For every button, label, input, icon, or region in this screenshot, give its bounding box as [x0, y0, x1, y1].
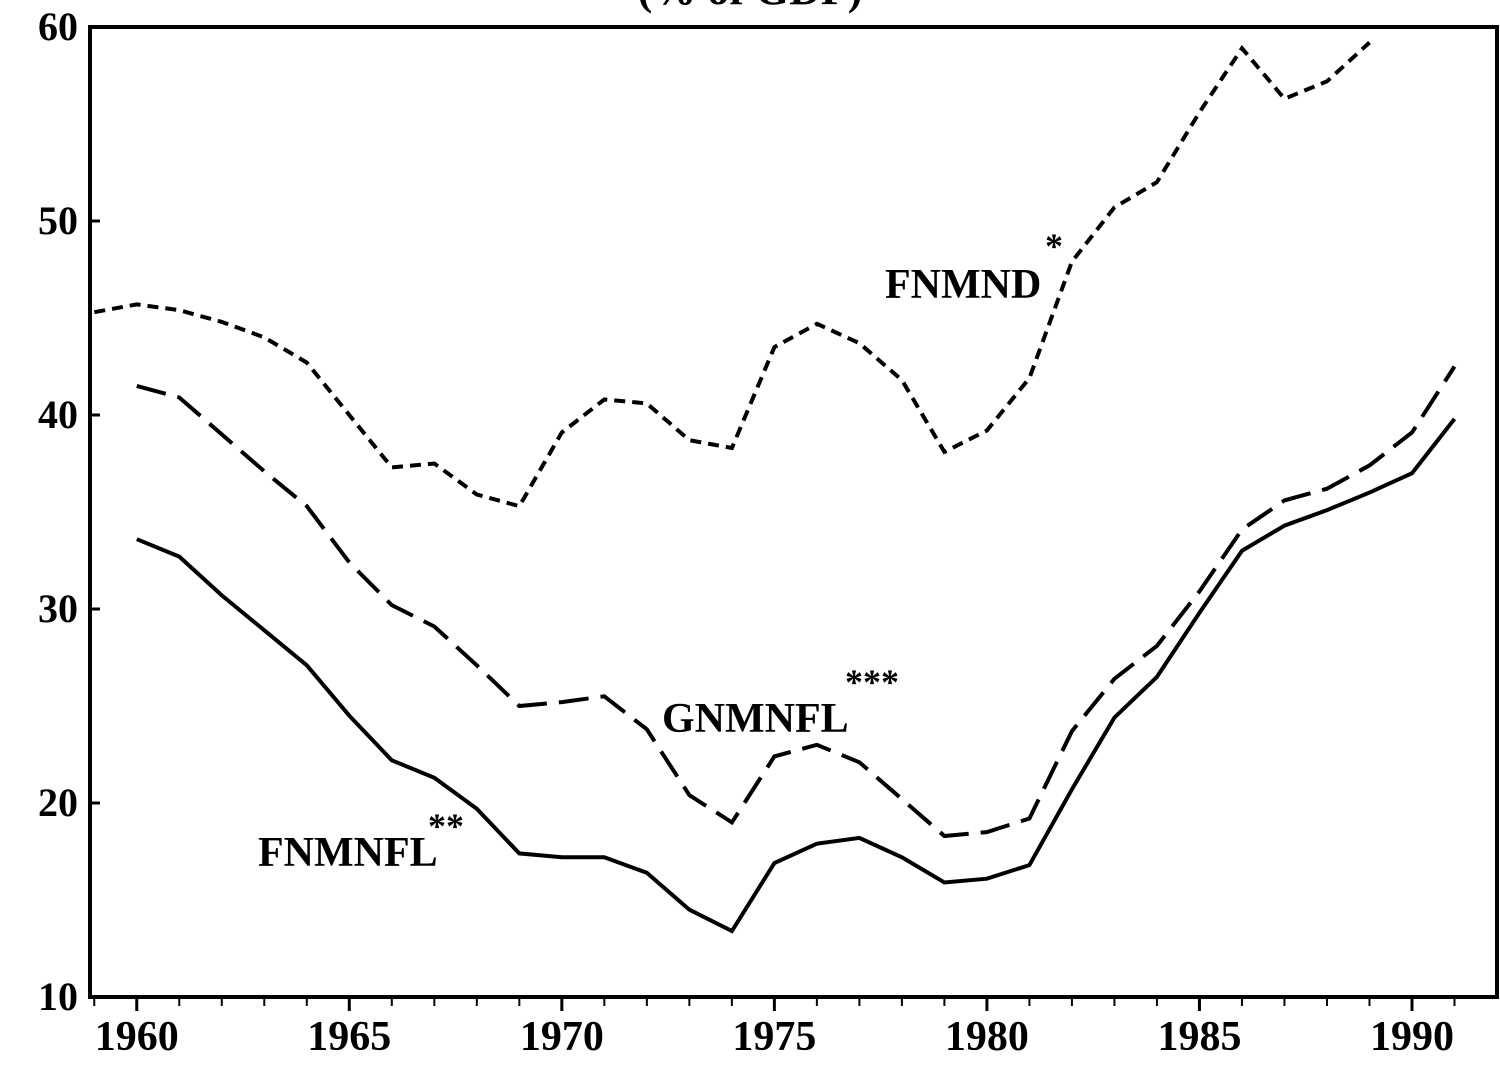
x-tick-label: 1975 [732, 1014, 816, 1060]
x-tick-label: 1990 [1370, 1014, 1454, 1060]
x-tick-label: 1980 [945, 1014, 1029, 1060]
x-tick-label: 1960 [95, 1014, 179, 1060]
series-line [136, 365, 1457, 839]
annotation-sup: * [1045, 226, 1063, 266]
y-tick-label: 60 [38, 4, 78, 49]
annotation: GNMNFL [662, 696, 849, 742]
y-tick-label: 40 [38, 392, 78, 437]
x-tick-label: 1985 [1157, 1014, 1241, 1060]
y-tick-label: 50 [38, 198, 78, 243]
series-line [93, 41, 1371, 509]
x-tick-label: 1970 [520, 1014, 604, 1060]
y-tick-label: 10 [38, 974, 78, 1019]
annotation: FNMND [885, 262, 1041, 308]
annotation-sup: *** [845, 662, 899, 702]
series-line [136, 417, 1457, 934]
annotation: FNMNFL [258, 830, 438, 876]
y-tick-label: 30 [38, 586, 78, 631]
chart-title: (% of GDP) [638, 0, 863, 14]
y-tick-label: 20 [38, 780, 78, 825]
x-tick-label: 1965 [307, 1014, 391, 1060]
plot-frame [88, 25, 1499, 999]
annotation-sup: ** [428, 806, 464, 846]
